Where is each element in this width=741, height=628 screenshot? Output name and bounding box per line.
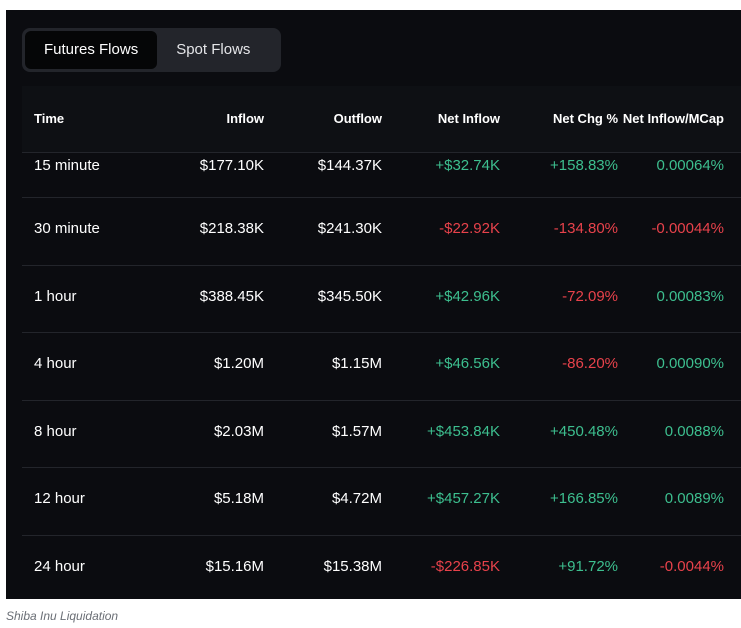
table-row: 30 minute $218.38K $241.30K -$22.92K -13… xyxy=(22,197,741,265)
inflow-cell: $15.16M xyxy=(205,557,264,575)
net-inflow-mcap-cell: 0.0088% xyxy=(664,422,724,440)
outflow-cell: $4.72M xyxy=(331,490,382,507)
net-chg-cell: -86.20% xyxy=(562,355,618,372)
table-body: 15 minute $177.10K $144.37K +$32.74K +15… xyxy=(22,152,741,599)
outflow-cell: $15.38M xyxy=(323,557,382,575)
tab-spot-flows[interactable]: Spot Flows xyxy=(176,41,251,58)
net-inflow-cell: +$453.84K xyxy=(427,422,500,440)
flows-panel: Futures Flows Spot Flows Time Inflow Out… xyxy=(6,10,741,599)
time-cell: 4 hour xyxy=(34,355,77,372)
net-inflow-cell: +$32.74K xyxy=(435,157,500,174)
column-header-inflow[interactable]: Inflow xyxy=(226,111,264,126)
time-cell: 30 minute xyxy=(34,220,100,237)
inflow-cell: $177.10K xyxy=(199,157,264,174)
net-chg-cell: -72.09% xyxy=(562,287,618,305)
inflow-cell: $2.03M xyxy=(213,422,264,440)
time-cell: 12 hour xyxy=(34,490,85,507)
net-inflow-mcap-cell: 0.00083% xyxy=(656,287,724,305)
outflow-cell: $1.15M xyxy=(331,355,382,372)
image-caption: Shiba Inu Liquidation xyxy=(6,609,119,623)
flow-type-tabs: Futures Flows Spot Flows xyxy=(22,28,281,72)
outflow-cell: $144.37K xyxy=(317,157,382,174)
net-inflow-cell: +$46.56K xyxy=(435,355,500,372)
column-header-time[interactable]: Time xyxy=(34,111,65,126)
net-inflow-cell: +$457.27K xyxy=(427,490,500,507)
net-inflow-cell: -$226.85K xyxy=(430,557,500,575)
net-inflow-cell: -$22.92K xyxy=(439,220,500,237)
table-row: 15 minute $177.10K $144.37K +$32.74K +15… xyxy=(22,152,741,197)
column-header-net-chg[interactable]: Net Chg % xyxy=(553,111,618,126)
time-cell: 8 hour xyxy=(34,422,77,440)
inflow-cell: $388.45K xyxy=(199,287,264,305)
outflow-cell: $1.57M xyxy=(331,422,382,440)
net-chg-cell: +91.72% xyxy=(558,557,618,575)
time-cell: 15 minute xyxy=(34,157,100,174)
table-header: Time Inflow Outflow Net Inflow Net Chg %… xyxy=(22,86,741,152)
time-cell: 24 hour xyxy=(34,557,85,575)
inflow-cell: $218.38K xyxy=(199,220,264,237)
net-inflow-mcap-cell: -0.00044% xyxy=(651,220,724,237)
outflow-cell: $241.30K xyxy=(317,220,382,237)
net-inflow-mcap-cell: 0.00090% xyxy=(656,355,724,372)
table-row: 8 hour $2.03M $1.57M +$453.84K +450.48% … xyxy=(22,399,741,468)
net-inflow-cell: +$42.96K xyxy=(435,287,500,305)
net-inflow-mcap-cell: -0.0044% xyxy=(659,557,724,575)
table-row: 24 hour $15.16M $15.38M -$226.85K +91.72… xyxy=(22,534,741,600)
outflow-cell: $345.50K xyxy=(317,287,382,305)
inflow-cell: $5.18M xyxy=(213,490,264,507)
net-chg-cell: +166.85% xyxy=(550,490,618,507)
time-cell: 1 hour xyxy=(34,287,77,305)
net-inflow-mcap-cell: 0.0089% xyxy=(664,490,724,507)
net-inflow-mcap-cell: 0.00064% xyxy=(656,157,724,174)
column-header-outflow[interactable]: Outflow xyxy=(333,111,382,126)
tab-futures-flows[interactable]: Futures Flows xyxy=(25,31,158,69)
net-chg-cell: -134.80% xyxy=(553,220,618,237)
net-chg-cell: +158.83% xyxy=(550,157,618,174)
table-row: 4 hour $1.20M $1.15M +$46.56K -86.20% 0.… xyxy=(22,332,741,400)
column-header-net-inflow-mcap[interactable]: Net Inflow/MCap xyxy=(622,111,724,126)
table-row: 1 hour $388.45K $345.50K +$42.96K -72.09… xyxy=(22,264,741,333)
table-row: 12 hour $5.18M $4.72M +$457.27K +166.85%… xyxy=(22,467,741,535)
column-header-net-inflow[interactable]: Net Inflow xyxy=(437,111,500,126)
inflow-cell: $1.20M xyxy=(213,355,264,372)
net-chg-cell: +450.48% xyxy=(550,422,618,440)
